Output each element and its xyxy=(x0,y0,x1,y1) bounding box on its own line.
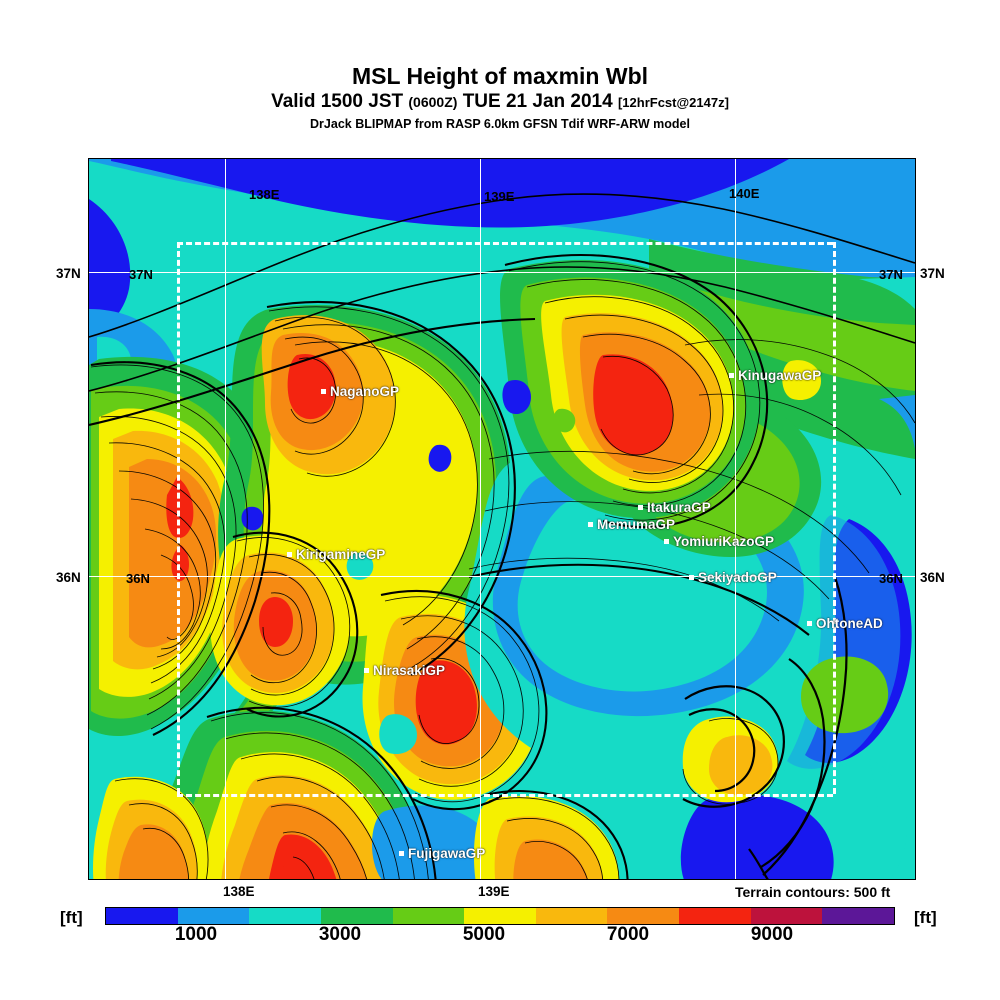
station-ohtone[interactable]: OhtoneAD xyxy=(807,616,883,631)
station-label: SekiyadoGP xyxy=(698,570,777,585)
axis-lat-37N-left: 37N xyxy=(56,266,81,281)
cbar-seg-3 xyxy=(249,908,321,924)
station-sekiyado[interactable]: SekiyadoGP xyxy=(689,570,777,585)
station-marker-icon xyxy=(729,373,734,378)
station-fujigawa[interactable]: FujigawaGP xyxy=(399,846,485,861)
title-block: MSL Height of maxmin Wbl Valid 1500 JST … xyxy=(0,62,1000,133)
graticule-lon-139E xyxy=(480,159,481,879)
station-marker-icon xyxy=(807,621,812,626)
cbar-seg-7 xyxy=(535,908,608,924)
axis-lon-139E: 139E xyxy=(478,884,510,899)
station-label: NirasakiGP xyxy=(373,663,446,678)
station-yomiurikazo[interactable]: YomiuriKazoGP xyxy=(664,534,774,549)
station-label: NaganoGP xyxy=(330,384,400,399)
graticule-lat-36N xyxy=(89,576,915,577)
axis-lon-138E: 138E xyxy=(223,884,255,899)
station-label: ItakuraGP xyxy=(647,500,711,515)
terrain-contour-note: Terrain contours: 500 ft xyxy=(735,884,891,900)
weather-field-canvas xyxy=(89,159,915,879)
map-plot-area[interactable]: 138E 139E 140E 37N 36N 37N 36N NaganoGP … xyxy=(88,158,916,880)
graticule-lon-140E xyxy=(735,159,736,879)
page-title: MSL Height of maxmin Wbl xyxy=(351,63,649,89)
colorbar[interactable] xyxy=(105,907,895,925)
station-nirasaki[interactable]: NirasakiGP xyxy=(364,663,445,678)
station-label: YomiuriKazoGP xyxy=(673,534,775,549)
map-label-lat-37N-right: 37N xyxy=(879,267,903,282)
cbar-seg-5 xyxy=(392,908,465,924)
cbar-tick-3000: 3000 xyxy=(318,924,362,945)
station-marker-icon xyxy=(321,389,326,394)
station-label: OhtoneAD xyxy=(816,616,883,631)
station-label: MemumaGP xyxy=(597,517,676,532)
domain-box-right xyxy=(833,242,836,794)
cbar-seg-6 xyxy=(464,908,536,924)
forecast-tag: [12hrFcst@2147z] xyxy=(617,95,729,110)
domain-box-top xyxy=(177,242,833,245)
cbar-tick-7000: 7000 xyxy=(606,924,650,945)
axis-lat-36N-right: 36N xyxy=(920,570,945,585)
station-marker-icon xyxy=(399,851,404,856)
station-kirigamine[interactable]: KirigamineGP xyxy=(287,547,385,562)
cbar-seg-10 xyxy=(750,908,823,924)
model-source-line: DrJack BLIPMAP from RASP 6.0km GFSN Tdif… xyxy=(310,117,690,131)
station-kinugawa[interactable]: KinugawaGP xyxy=(729,368,821,383)
station-memuma[interactable]: MemumaGP xyxy=(588,517,675,532)
cbar-seg-1 xyxy=(106,908,178,924)
axis-lat-36N-left: 36N xyxy=(56,570,81,585)
station-marker-icon xyxy=(689,575,694,580)
colorbar-unit-left: [ft] xyxy=(60,908,83,927)
map-label-lat-36N-right: 36N xyxy=(879,571,903,586)
station-marker-icon xyxy=(364,668,369,673)
station-label: KirigamineGP xyxy=(296,547,386,562)
station-label: FujigawaGP xyxy=(408,846,486,861)
colorbar-unit-right: [ft] xyxy=(914,908,937,927)
cbar-seg-8 xyxy=(607,908,680,924)
station-itakura[interactable]: ItakuraGP xyxy=(638,500,711,515)
station-marker-icon xyxy=(588,522,593,527)
valid-date: TUE 21 Jan 2014 xyxy=(462,91,613,112)
cbar-seg-2 xyxy=(177,908,250,924)
map-label-lon-140E-top: 140E xyxy=(729,186,760,201)
cbar-seg-9 xyxy=(679,908,751,924)
domain-box-bottom xyxy=(177,794,833,797)
graticule-lon-138E xyxy=(225,159,226,879)
axis-lat-37N-right: 37N xyxy=(920,266,945,281)
station-marker-icon xyxy=(638,505,643,510)
map-label-lon-138E-top: 138E xyxy=(249,187,280,202)
cbar-tick-5000: 5000 xyxy=(462,924,506,945)
valid-prefix: Valid 1500 JST xyxy=(271,91,404,112)
map-label-lat-36N-left: 36N xyxy=(126,571,150,586)
map-label-lon-139E-top: 139E xyxy=(484,189,515,204)
station-nagano[interactable]: NaganoGP xyxy=(321,384,399,399)
station-marker-icon xyxy=(287,552,292,557)
station-label: KinugawaGP xyxy=(738,368,822,383)
domain-box-left xyxy=(177,242,180,794)
cbar-tick-1000: 1000 xyxy=(174,924,218,945)
graticule-lat-37N xyxy=(89,272,915,273)
cbar-seg-4 xyxy=(320,908,393,924)
cbar-tick-9000: 9000 xyxy=(750,924,794,945)
valid-time-line: Valid 1500 JST (0600Z) TUE 21 Jan 2014 [… xyxy=(0,90,1000,115)
cbar-seg-11 xyxy=(822,908,895,924)
station-marker-icon xyxy=(664,539,669,544)
map-label-lat-37N-left: 37N xyxy=(129,267,153,282)
valid-zulu: (0600Z) xyxy=(408,94,458,110)
